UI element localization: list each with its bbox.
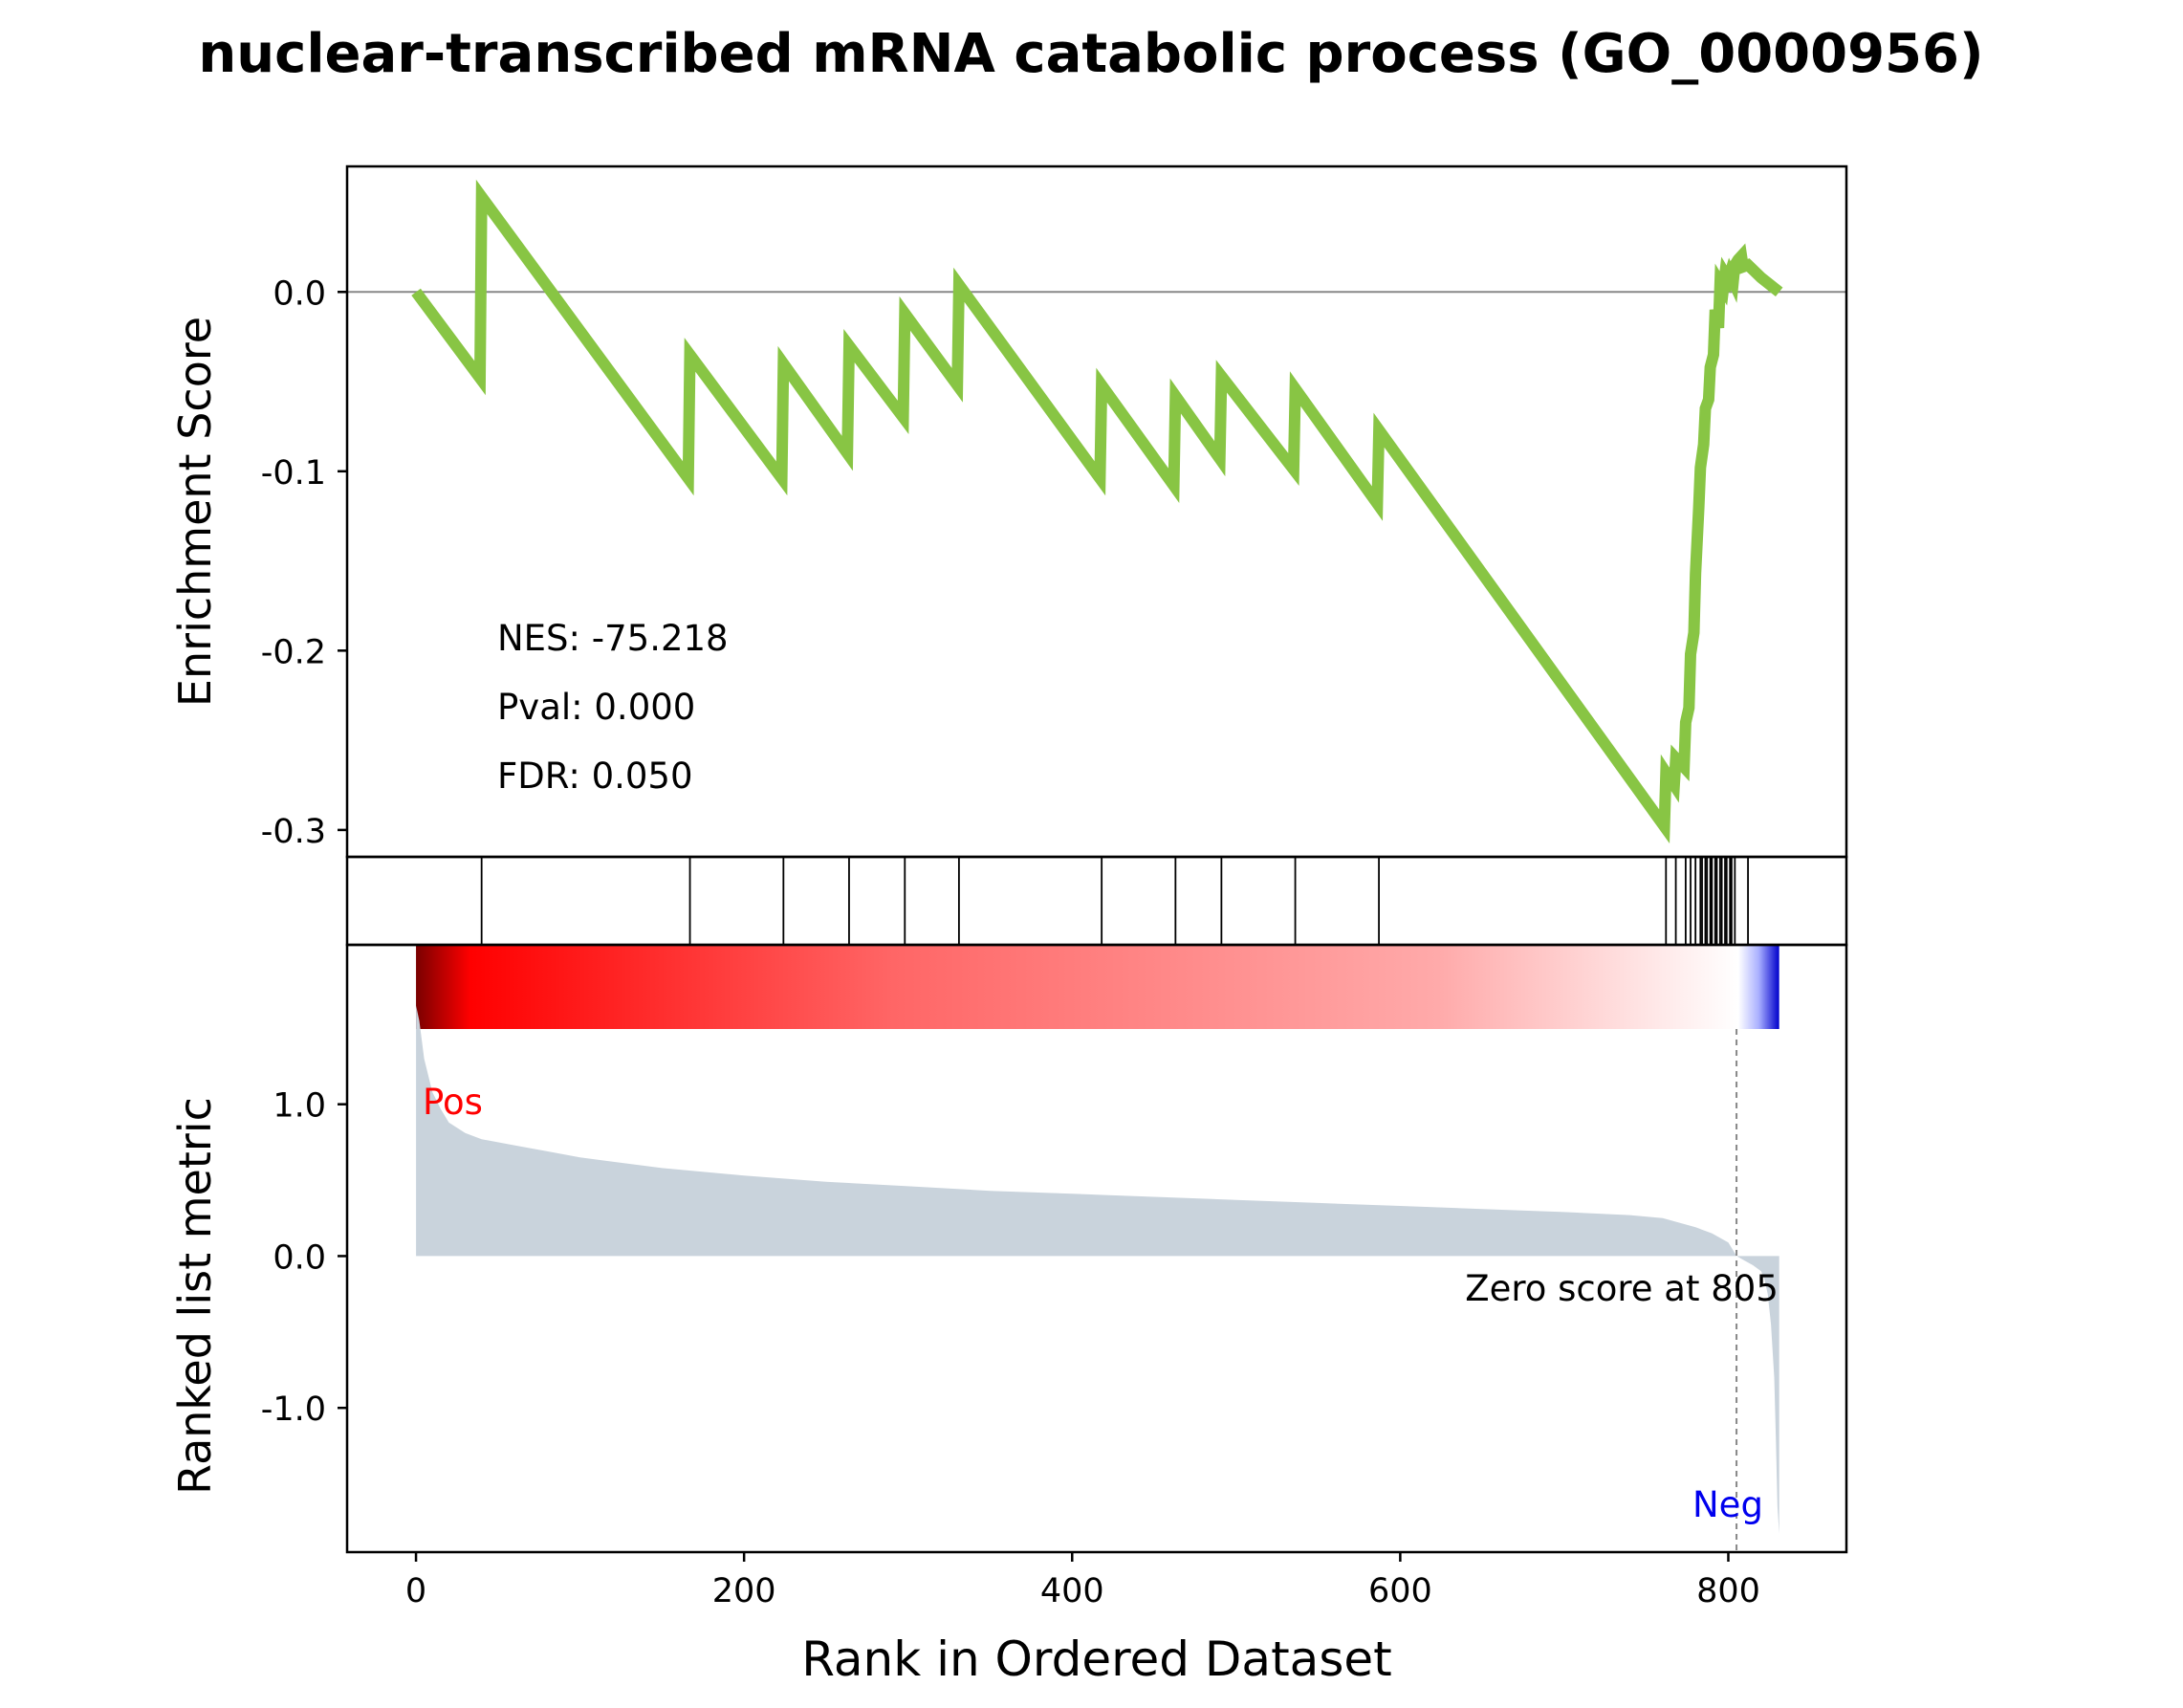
es-frame xyxy=(345,164,1848,859)
x-tick-label: 200 xyxy=(712,1572,776,1610)
pval-annotation: Pval: 0.000 xyxy=(497,687,695,728)
es-y-tick-label: -0.1 xyxy=(261,454,326,493)
fdr-annotation: FDR: 0.050 xyxy=(497,755,693,797)
es-y-tick-label: -0.2 xyxy=(261,633,326,671)
es-series xyxy=(411,179,1783,843)
es-y-axis: 0.0 -0.1 -0.2 -0.3 xyxy=(261,274,347,851)
metric-y-tick-label: 1.0 xyxy=(273,1087,326,1126)
ranked-metric-panel: Zero score at 805 Pos Neg 1.0 0.0 -1.0 0 20… xyxy=(169,945,1779,1687)
x-tick-label: 800 xyxy=(1696,1572,1760,1610)
x-tick-label: 600 xyxy=(1368,1572,1432,1610)
metric-y-axis: 1.0 0.0 -1.0 xyxy=(261,1087,347,1429)
x-tick-label: 400 xyxy=(1040,1572,1104,1610)
metric-axis-label: Ranked list metric xyxy=(169,1097,221,1495)
es-axis-label: Enrichment Score xyxy=(169,317,221,707)
chart-title: nuclear-transcribed mRNA catabolic proce… xyxy=(198,23,1983,85)
metric-y-tick-label: -1.0 xyxy=(261,1390,326,1429)
es-y-tick-label: 0.0 xyxy=(273,274,326,313)
hits-frame xyxy=(345,855,1848,947)
rank-heatmap-bar xyxy=(416,945,1779,1029)
enrichment-panel: 0.0 -0.1 -0.2 -0.3 Enrichment Score NES: -7… xyxy=(169,179,1846,851)
metric-frame xyxy=(345,943,1848,1554)
neg-label: Neg xyxy=(1692,1484,1763,1525)
enrichment-score-line xyxy=(411,179,1783,843)
pos-label: Pos xyxy=(423,1082,483,1123)
es-y-tick-label: -0.3 xyxy=(261,813,326,851)
zero-score-label: Zero score at 805 xyxy=(1465,1268,1779,1309)
hits-panel xyxy=(480,857,1749,945)
x-axis-label: Rank in Ordered Dataset xyxy=(801,1631,1391,1687)
metric-y-tick-label: 0.0 xyxy=(273,1238,326,1277)
x-axis: 0 200 400 600 800 xyxy=(405,1552,1760,1610)
x-tick-label: 0 xyxy=(405,1572,426,1610)
nes-annotation: NES: -75.218 xyxy=(497,618,729,659)
